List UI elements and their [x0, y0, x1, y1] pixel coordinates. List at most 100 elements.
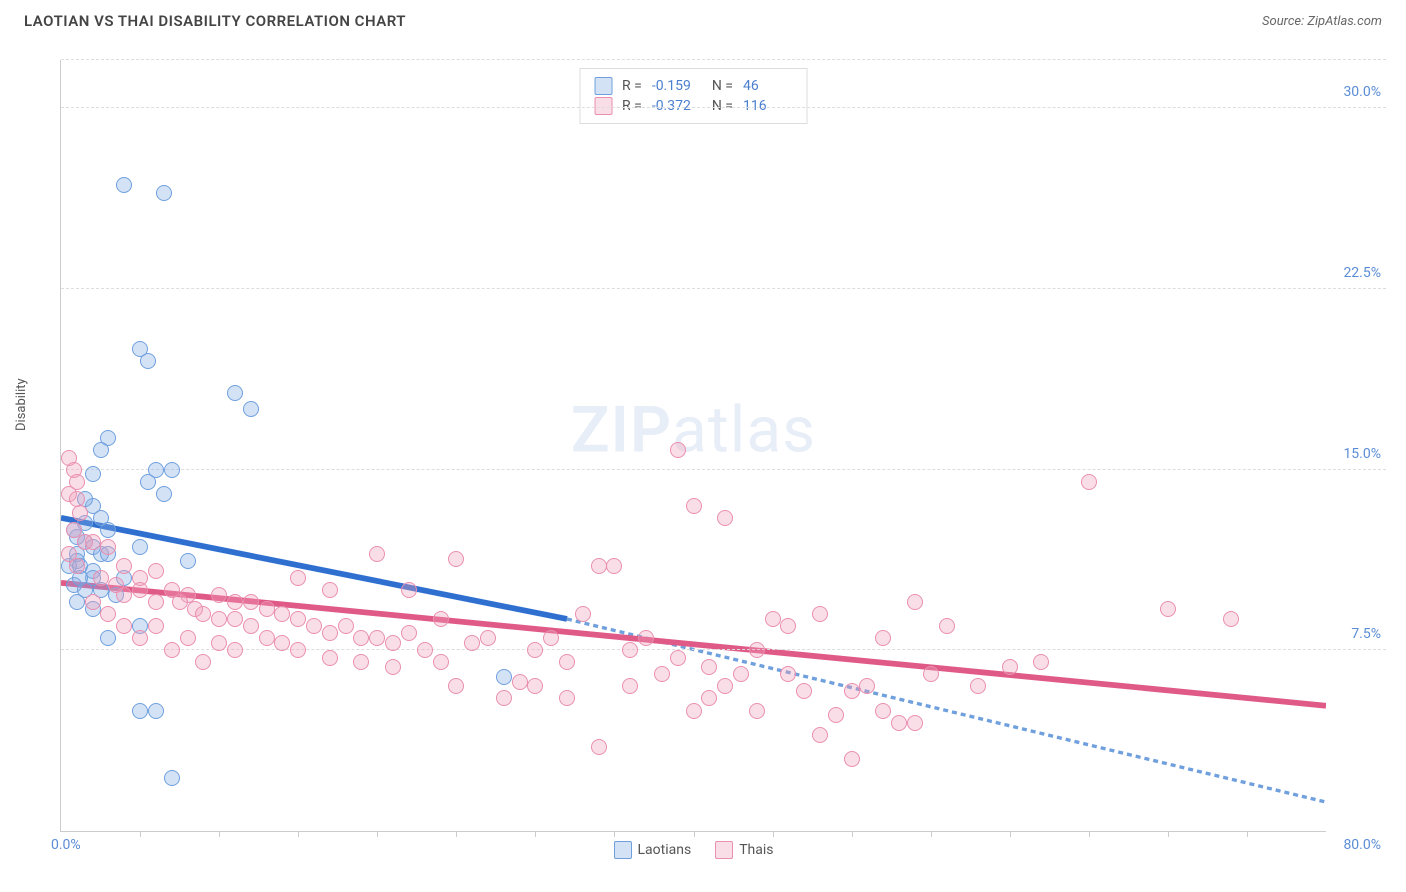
data-point [274, 635, 290, 651]
data-point [448, 678, 464, 694]
data-point [686, 498, 702, 514]
data-point [353, 654, 369, 670]
legend-swatch [715, 841, 733, 859]
source-label: Source: ZipAtlas.com [1262, 14, 1382, 29]
gridline-h [61, 59, 1386, 60]
data-point [844, 751, 860, 767]
data-point [148, 703, 164, 719]
data-point [622, 678, 638, 694]
data-point [132, 703, 148, 719]
data-point [433, 654, 449, 670]
data-point [1223, 611, 1239, 627]
data-point [464, 635, 480, 651]
data-point [923, 666, 939, 682]
data-point [243, 618, 259, 634]
x-tick-mark [535, 831, 536, 837]
data-point [385, 635, 401, 651]
data-point [717, 678, 733, 694]
data-point [701, 659, 717, 675]
data-point [765, 611, 781, 627]
x-tick-mark [694, 831, 695, 837]
data-point [69, 558, 85, 574]
data-point [780, 618, 796, 634]
legend-swatch [613, 841, 631, 859]
data-point [243, 401, 259, 417]
chart-container: Disability ZIPatlas R =-0.159N =46R =-0.… [20, 50, 1386, 872]
gridline-h [61, 469, 1386, 470]
data-point [480, 630, 496, 646]
data-point [1033, 654, 1049, 670]
data-point [116, 177, 132, 193]
r-value: -0.372 [652, 98, 702, 114]
data-point [780, 666, 796, 682]
data-point [796, 683, 812, 699]
n-value: 46 [743, 78, 793, 94]
data-point [116, 558, 132, 574]
data-point [227, 385, 243, 401]
data-point [401, 582, 417, 598]
data-point [385, 659, 401, 675]
data-point [100, 630, 116, 646]
data-point [85, 466, 101, 482]
data-point [638, 630, 654, 646]
y-tick-label: 22.5% [1343, 265, 1381, 281]
y-axis-label: Disability [14, 378, 29, 431]
data-point [148, 618, 164, 634]
data-point [211, 587, 227, 603]
data-point [875, 630, 891, 646]
data-point [670, 442, 686, 458]
x-tick-mark [1168, 831, 1169, 837]
data-point [1160, 601, 1176, 617]
trend-line [61, 518, 567, 619]
x-max-label: 80.0% [1343, 837, 1381, 853]
data-point [812, 606, 828, 622]
data-point [164, 462, 180, 478]
data-point [433, 611, 449, 627]
data-point [172, 594, 188, 610]
gridline-h [61, 107, 1386, 108]
n-label: N = [712, 98, 733, 114]
data-point [259, 601, 275, 617]
data-point [72, 505, 88, 521]
data-point [527, 678, 543, 694]
data-point [875, 703, 891, 719]
data-point [543, 630, 559, 646]
legend-label: Laotians [637, 842, 691, 858]
data-point [1081, 474, 1097, 490]
legend-swatch [594, 77, 612, 95]
data-point [907, 715, 923, 731]
data-point [606, 558, 622, 574]
n-value: 116 [743, 98, 793, 114]
gridline-h [61, 649, 1386, 650]
data-point [749, 703, 765, 719]
data-point [717, 510, 733, 526]
data-point [195, 654, 211, 670]
y-tick-label: 15.0% [1343, 446, 1381, 462]
data-point [132, 582, 148, 598]
n-label: N = [712, 78, 733, 94]
data-point [274, 606, 290, 622]
x-tick-mark [1247, 831, 1248, 837]
data-point [844, 683, 860, 699]
data-point [686, 703, 702, 719]
legend-label: Thais [739, 842, 773, 858]
r-value: -0.159 [652, 78, 702, 94]
r-label: R = [622, 98, 642, 114]
data-point [85, 534, 101, 550]
data-point [322, 625, 338, 641]
data-point [733, 666, 749, 682]
data-point [559, 690, 575, 706]
gridline-h [61, 288, 1386, 289]
legend-item: Laotians [613, 841, 691, 859]
y-tick-label: 30.0% [1343, 84, 1381, 100]
data-point [369, 546, 385, 562]
data-point [559, 654, 575, 670]
data-point [180, 553, 196, 569]
data-point [69, 594, 85, 610]
stats-row: R = -0.372 N = 116 [594, 97, 793, 115]
r-label: R = [622, 78, 642, 94]
data-point [259, 630, 275, 646]
data-point [156, 185, 172, 201]
x-tick-mark [219, 831, 220, 837]
data-point [591, 739, 607, 755]
